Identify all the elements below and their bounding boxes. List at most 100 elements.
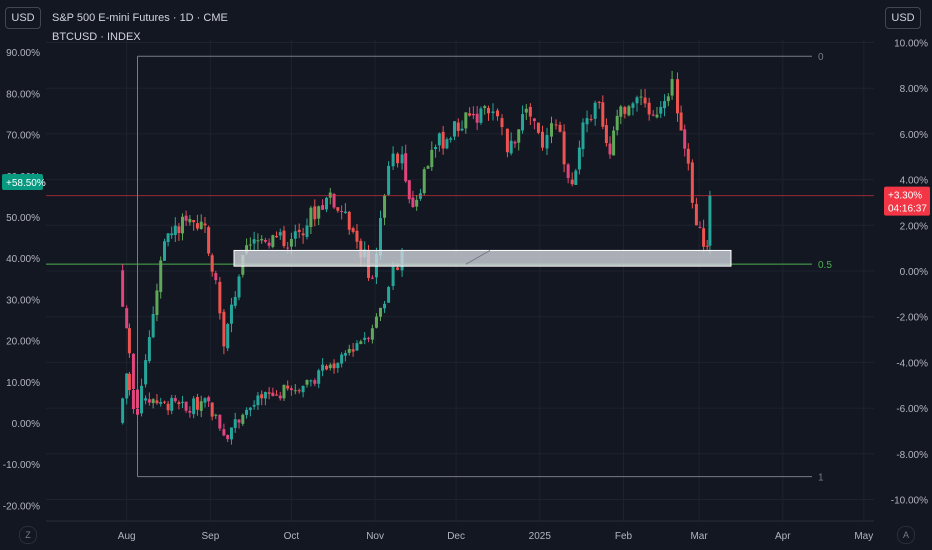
candle-body: [163, 241, 166, 261]
candle-body: [222, 429, 226, 436]
candle-body: [144, 398, 148, 401]
support-zone-rectangle[interactable]: [233, 249, 732, 267]
left-currency-button[interactable]: USD: [5, 7, 41, 29]
candle-body: [336, 207, 340, 211]
right-price-badge: +3.30% 04:16:37: [884, 186, 930, 216]
candle-body: [286, 385, 290, 389]
candle-body: [550, 123, 553, 137]
candle-body: [267, 242, 271, 246]
candle-body: [663, 101, 667, 109]
support-zone[interactable]: [233, 249, 732, 267]
candle-body: [475, 113, 479, 123]
candle-body: [690, 162, 694, 203]
right-currency-button[interactable]: USD: [885, 7, 921, 29]
candle-body: [574, 170, 578, 185]
candle-body: [210, 402, 214, 417]
candle-body: [241, 414, 245, 424]
candle-body: [676, 79, 679, 114]
candle-body: [301, 233, 305, 236]
left-percent-badge-text: +58.50%: [6, 178, 46, 189]
candle-body: [554, 124, 558, 126]
candle-body: [222, 311, 226, 347]
candle-body: [121, 398, 125, 423]
candle-body: [125, 308, 129, 329]
candle-body: [340, 211, 344, 213]
main-symbol-legend[interactable]: S&P 500 E-mini Futures · 1D · CME: [52, 12, 228, 24]
candle-body: [351, 228, 355, 232]
candle-body: [203, 223, 207, 226]
candle-body: [188, 219, 192, 223]
candle-body: [317, 370, 321, 384]
candle-body: [317, 206, 321, 219]
candle-body: [487, 107, 490, 114]
candle-body: [278, 395, 282, 399]
left-axis-tick: 30.00%: [6, 295, 40, 306]
candle-body: [226, 324, 230, 349]
candle-body: [521, 114, 525, 131]
candle-body: [391, 266, 395, 287]
candle-body: [513, 141, 517, 144]
compare-symbol-legend[interactable]: BTCUSD · INDEX: [52, 31, 141, 43]
candle-body: [263, 239, 267, 242]
time-axis-tick: Sep: [202, 531, 220, 542]
candle-body: [517, 129, 521, 143]
candle-body: [604, 125, 608, 144]
candle-body: [400, 154, 404, 164]
fib-level-0-label: 0: [818, 52, 824, 63]
time-axis-tick: Oct: [284, 531, 300, 542]
candle-body: [293, 231, 297, 239]
candle-body: [136, 389, 139, 409]
candle-body: [127, 328, 131, 354]
candle-body: [528, 106, 532, 117]
candle-body: [173, 225, 177, 236]
candle-body: [181, 401, 184, 403]
candle-body: [207, 397, 211, 402]
candle-body: [347, 348, 351, 353]
candle-body: [612, 130, 616, 156]
auto-scale-icon[interactable]: A: [897, 526, 915, 544]
candle-body: [301, 385, 305, 393]
candle-body: [471, 113, 475, 116]
candle-body: [411, 197, 415, 208]
time-axis-tick: Feb: [615, 531, 633, 542]
left-axis-tick: 0.00%: [12, 419, 40, 430]
candle-body: [464, 112, 468, 129]
candle-body: [173, 398, 177, 402]
candle-body: [218, 414, 222, 429]
candle-body: [170, 233, 174, 236]
candle-body: [159, 260, 163, 292]
candle-body: [140, 385, 144, 409]
candle-body: [214, 414, 218, 416]
time-axis[interactable]: Aug Sep Oct Nov Dec 2025 Feb Mar Apr May: [46, 520, 874, 542]
candle-body: [267, 392, 271, 394]
left-percent-badge: +58.50%: [2, 173, 46, 190]
candle-body: [170, 397, 174, 411]
right-price-axis[interactable]: 10.00% 8.00% 6.00% 4.00% 2.00% 0.00% -2.00% -4.…: [891, 39, 928, 507]
candle-body: [666, 96, 670, 102]
candle-body: [256, 240, 260, 242]
right-axis-tick: 2.00%: [900, 221, 928, 232]
candle-body: [177, 402, 181, 405]
candle-body: [177, 226, 181, 234]
candle-body: [151, 399, 155, 404]
candle-body: [635, 97, 639, 104]
zoom-icon[interactable]: Z: [19, 526, 37, 544]
candle-body: [367, 337, 371, 339]
candle-body: [271, 392, 275, 397]
candle-body: [195, 397, 199, 410]
time-axis-tick: May: [854, 531, 873, 542]
candle-body: [313, 380, 317, 384]
time-axis-tick: Apr: [775, 531, 791, 542]
left-axis-tick: 10.00%: [6, 378, 40, 389]
candle-body: [383, 195, 387, 218]
candle-body: [297, 229, 301, 232]
candle-body: [309, 207, 313, 227]
candle-body: [509, 140, 513, 154]
candle-body: [192, 398, 196, 415]
candle-body: [192, 220, 196, 223]
candle-body: [263, 392, 267, 399]
candle-body: [248, 244, 252, 246]
candle-body: [631, 103, 635, 108]
